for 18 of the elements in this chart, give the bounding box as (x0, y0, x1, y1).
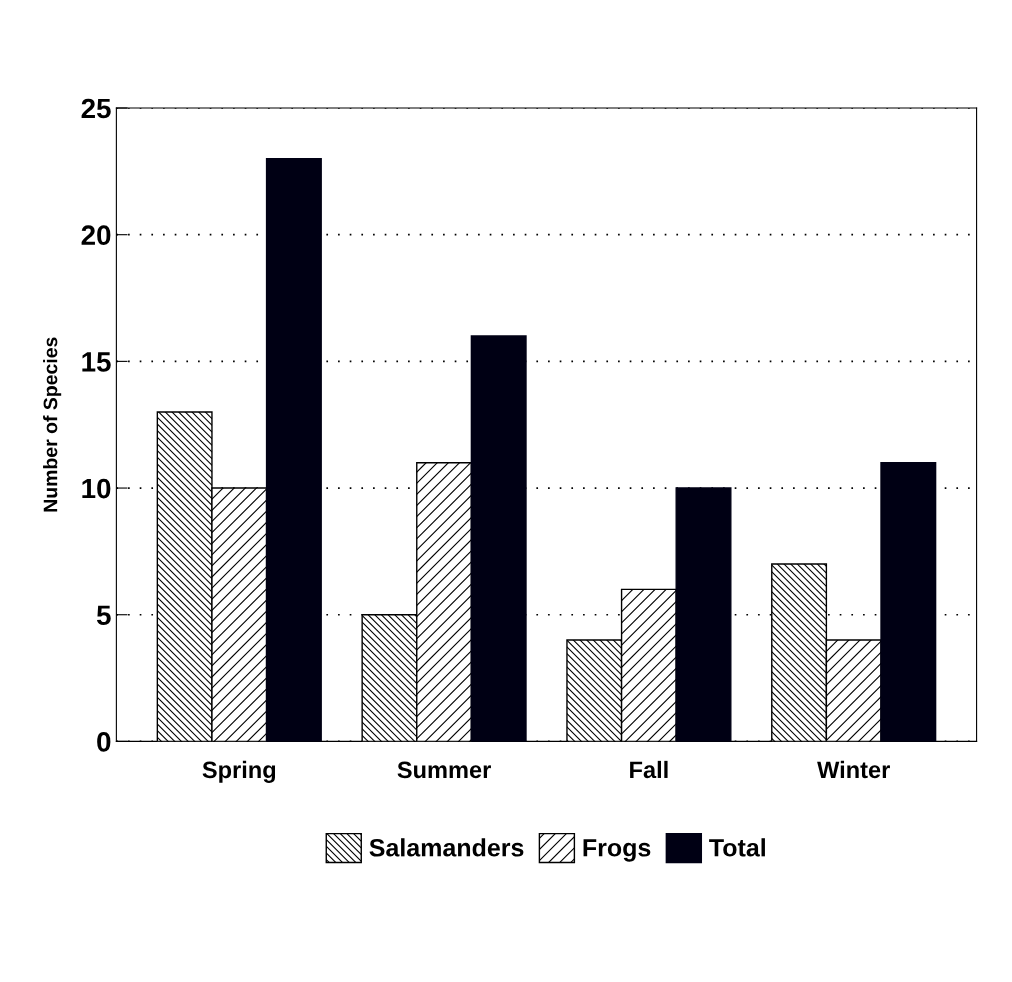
bar (265, 157, 322, 742)
y-tick-label: 15 (82, 352, 111, 372)
legend-label: Frogs (583, 839, 651, 862)
y-tick-label: 0 (97, 732, 111, 752)
bar (470, 335, 527, 742)
x-tick-label: Winter (817, 760, 890, 779)
y-tick-label: 20 (81, 225, 111, 246)
legend-label: Salamanders (369, 838, 524, 857)
x-tick-label: Fall (630, 760, 668, 779)
y-tick-label: 25 (81, 98, 111, 119)
y-axis-title: Number of Species (43, 337, 62, 512)
legend-label: Total (709, 838, 765, 857)
y-tick-label: 5 (96, 605, 111, 626)
bar (675, 487, 732, 742)
x-tick-label: Spring (202, 760, 276, 783)
bar (880, 462, 937, 742)
y-tick-label: 10 (82, 478, 111, 499)
x-tick-label: Summer (397, 761, 491, 779)
